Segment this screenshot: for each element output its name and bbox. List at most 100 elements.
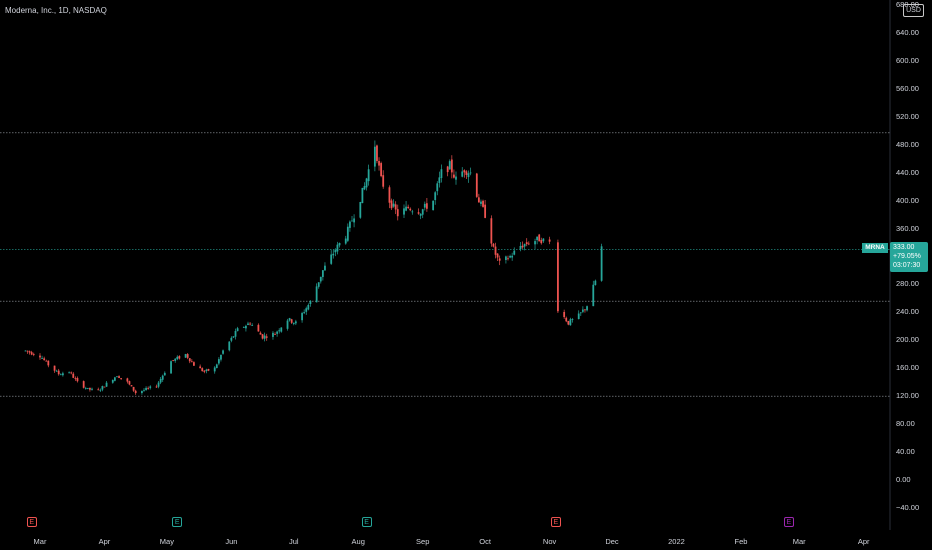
candle-body	[577, 313, 580, 320]
candle-body	[346, 226, 349, 241]
candle-body	[74, 378, 77, 380]
candle-body	[222, 350, 224, 354]
candle-body	[292, 322, 295, 324]
candle-body	[278, 330, 281, 332]
candle-body	[376, 145, 378, 162]
candle-body	[455, 176, 457, 180]
candle-body	[205, 369, 208, 372]
candle-body	[525, 242, 528, 245]
candle-body	[89, 387, 91, 390]
candle-body	[276, 331, 279, 334]
y-tick-label: 80.00	[896, 419, 915, 429]
candle-body	[484, 204, 487, 218]
candle-body	[105, 382, 108, 387]
candle-body	[161, 375, 164, 380]
candle-body	[272, 332, 274, 337]
candle-body	[353, 218, 355, 223]
earnings-event-icon[interactable]: E	[783, 517, 794, 527]
candle-body	[245, 325, 247, 329]
candle-body	[475, 173, 478, 197]
candle-body	[450, 159, 453, 173]
candle-body	[305, 308, 308, 312]
y-tick-label: 280.00	[896, 279, 919, 289]
candle-body	[411, 211, 414, 213]
y-tick-label: 520.00	[896, 111, 919, 121]
candle-body	[509, 256, 511, 258]
candle-body	[257, 324, 260, 332]
candle-body	[440, 169, 443, 178]
y-tick-label: 360.00	[896, 223, 919, 233]
candle-body	[263, 335, 266, 339]
candle-body	[82, 381, 85, 388]
y-tick-label: 120.00	[896, 391, 919, 401]
candle-body	[421, 209, 424, 215]
last-price-value: 333.00	[893, 244, 915, 251]
candle-body	[592, 284, 595, 307]
candle-body	[143, 389, 145, 391]
candle-body	[392, 203, 395, 207]
bar-countdown: 03:07:30	[893, 262, 921, 269]
candle-body	[113, 377, 116, 381]
candle-body	[128, 381, 131, 385]
candle-body	[438, 177, 441, 183]
candle-body	[388, 187, 391, 203]
candle-body	[367, 169, 370, 182]
symbol-tag: MRNA	[862, 243, 888, 253]
x-tick-label: Sep	[416, 537, 430, 546]
candle-body	[213, 367, 216, 372]
candle-body	[496, 253, 499, 258]
candle-body	[170, 361, 172, 374]
candle-body	[469, 172, 472, 174]
candle-body	[579, 312, 582, 314]
x-tick-label: Jul	[288, 537, 299, 546]
candle-body	[436, 183, 439, 192]
candle-body	[249, 323, 251, 325]
candle-body	[330, 254, 333, 264]
candle-body	[494, 246, 497, 255]
candle-body	[45, 360, 48, 362]
candle-body	[203, 370, 206, 372]
candle-body	[163, 372, 166, 376]
earnings-event-icon[interactable]: E	[361, 517, 372, 527]
candle-body	[132, 386, 135, 391]
candle-body	[344, 238, 347, 244]
candle-body	[220, 354, 222, 360]
candle-body	[359, 201, 362, 218]
candle-body	[30, 352, 33, 355]
candle-body	[321, 270, 324, 278]
candle-body	[463, 170, 466, 173]
y-tick-label: −40.00	[896, 503, 920, 512]
candle-body	[32, 354, 35, 355]
candle-body	[217, 359, 220, 364]
candle-body	[482, 200, 484, 207]
y-tick-label: 240.00	[896, 307, 919, 317]
earnings-event-icon[interactable]: E	[550, 517, 561, 527]
earnings-event-icon[interactable]: E	[26, 517, 37, 527]
candle-body	[149, 386, 152, 388]
candle-body	[307, 304, 310, 310]
candle-body	[540, 240, 543, 244]
candle-body	[467, 173, 470, 178]
candle-body	[41, 358, 43, 359]
candle-body	[120, 377, 123, 379]
candle-body	[396, 209, 399, 217]
y-tick-label: 160.00	[896, 363, 919, 373]
candle-body	[99, 389, 102, 391]
x-tick-label: Mar	[792, 537, 806, 546]
x-tick-label: 2022	[668, 537, 685, 546]
candle-body	[294, 321, 297, 324]
candle-body	[126, 378, 129, 382]
currency-button[interactable]: USD	[903, 4, 924, 17]
x-tick-label: Oct	[479, 537, 491, 546]
y-tick-label: 640.00	[896, 27, 919, 37]
earnings-event-icon[interactable]: E	[172, 517, 183, 527]
candle-body	[519, 245, 522, 250]
candle-body	[419, 213, 422, 216]
x-tick-label: Aug	[351, 537, 365, 546]
candle-body	[319, 276, 322, 282]
last-price-tag: 333.00 +79.05% 03:07:30	[890, 242, 928, 272]
candle-body	[315, 286, 318, 303]
candle-body	[425, 203, 428, 209]
candle-body	[361, 187, 364, 204]
